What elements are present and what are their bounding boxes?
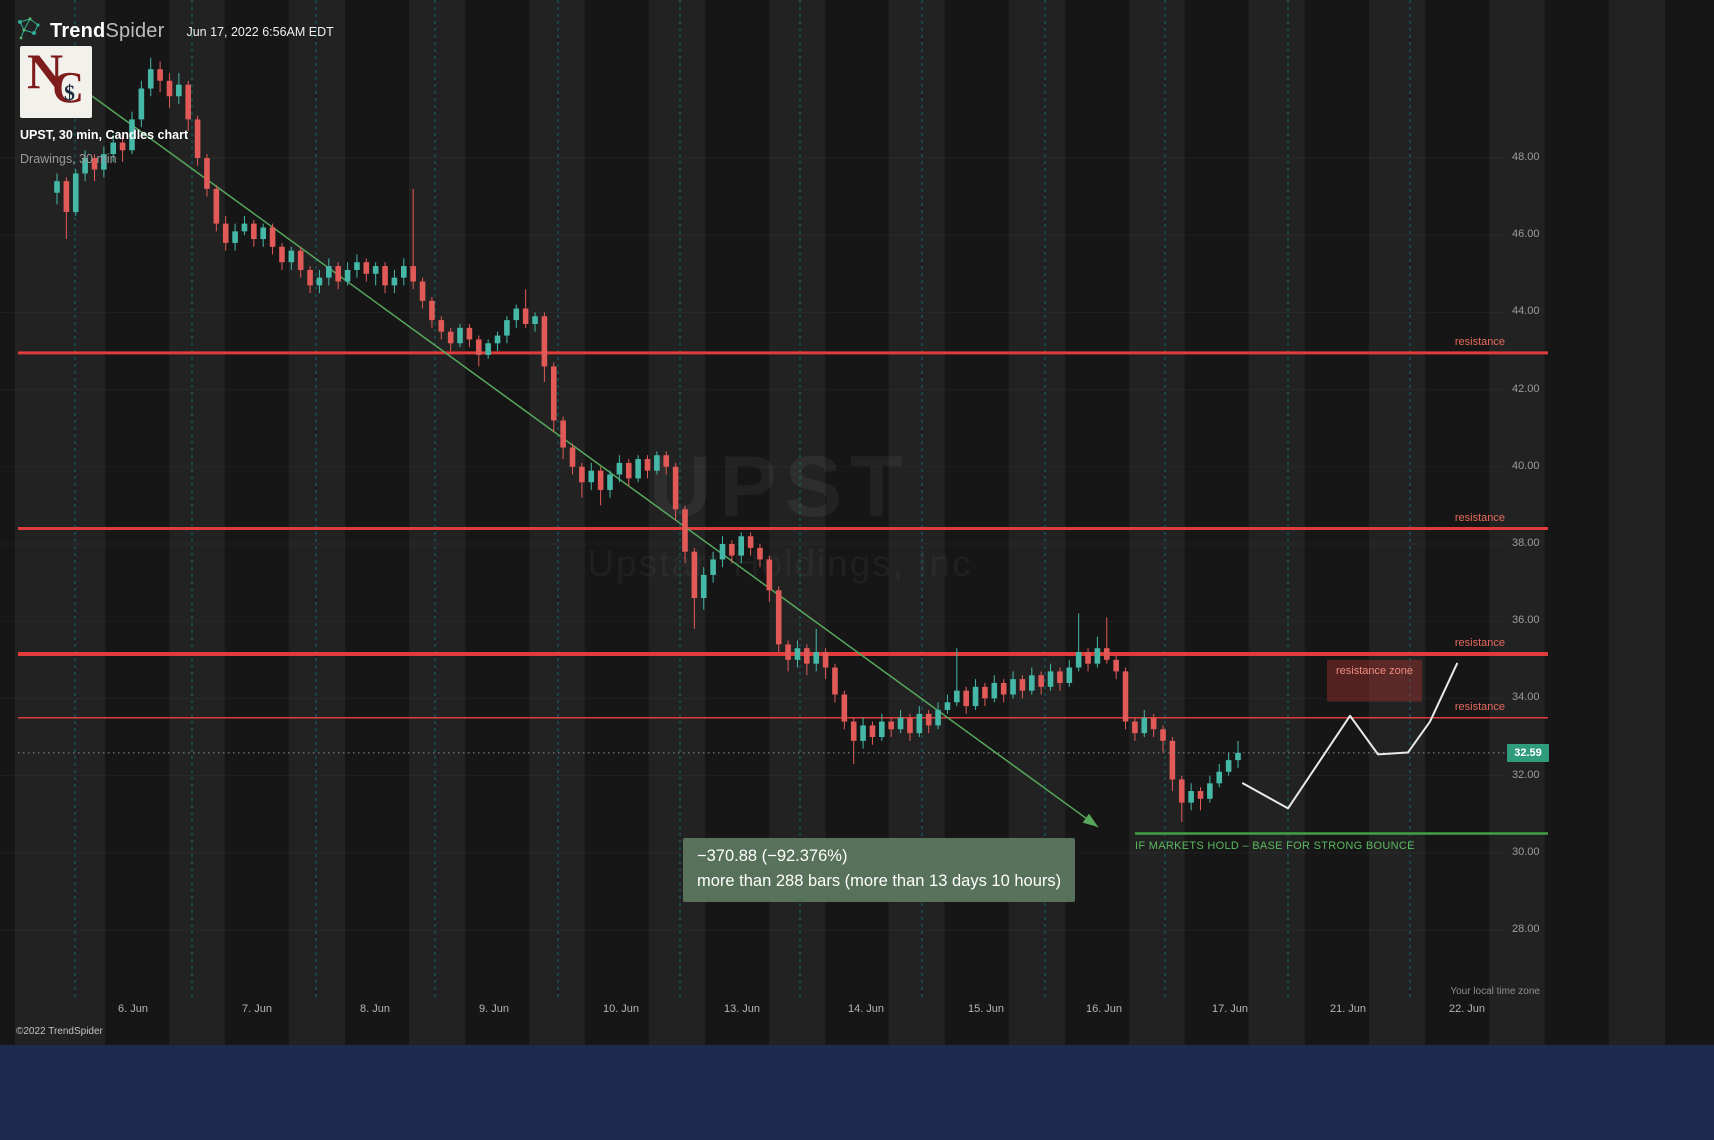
price-axis-label: 44.00	[1512, 305, 1540, 318]
date-axis-label: 15. Jun	[967, 1003, 1005, 1015]
chart-timestamp: Jun 17, 2022 6:56AM EDT	[186, 24, 334, 39]
support-label: IF MARKETS HOLD – BASE FOR STRONG BOUNCE	[1135, 839, 1415, 852]
date-axis-label: 7. Jun	[242, 1003, 272, 1015]
price-axis-label: 42.00	[1512, 382, 1540, 395]
price-axis-label: 40.00	[1512, 459, 1540, 472]
price-axis-label: 28.00	[1512, 923, 1540, 935]
price-chart[interactable]: TrendSpider Jun 17, 2022 6:56AM EDT N C …	[0, 0, 1714, 1045]
date-axis-label: 22. Jun	[1448, 1003, 1486, 1015]
brand-spider: Spider	[105, 20, 165, 42]
date-axis-label: 21. Jun	[1329, 1003, 1367, 1015]
footer-taskbar	[0, 1045, 1714, 1140]
resistance-label: resistance	[1454, 335, 1505, 348]
date-axis-label: 10. Jun	[602, 1003, 640, 1015]
date-axis-label: 8. Jun	[360, 1003, 390, 1015]
symbol-title: UPST, 30 min, Candles chart	[20, 128, 189, 142]
avatar-letter-c: C	[52, 63, 84, 112]
trendspider-logo-icon	[16, 16, 42, 47]
date-axis-label: 9. Jun	[479, 1003, 509, 1015]
trendline-measure-tooltip: −370.88 (−92.376%) more than 288 bars (m…	[683, 838, 1076, 902]
date-axis-label: 6. Jun	[118, 1003, 148, 1015]
price-axis-label: 46.00	[1512, 228, 1540, 241]
date-axis-label: 17. Jun	[1211, 1003, 1249, 1015]
price-axis-label: 34.00	[1512, 691, 1540, 704]
brand-trend: Trend	[50, 20, 106, 42]
copyright-note: ©2022 TrendSpider	[16, 1026, 103, 1037]
avatar-letter-n: N	[27, 46, 64, 99]
resistance-label: resistance	[1454, 637, 1505, 649]
date-axis-label: 14. Jun	[847, 1003, 885, 1015]
date-axis-label: 16. Jun	[1085, 1003, 1123, 1015]
publisher-logo: N C $	[20, 46, 92, 118]
price-axis-label: 36.00	[1512, 614, 1540, 627]
last-price-badge: 32.59	[1507, 743, 1549, 762]
resistance-label: resistance	[1454, 511, 1505, 524]
price-axis-label: 32.00	[1512, 768, 1540, 781]
brand-row: TrendSpider Jun 17, 2022 6:56AM EDT	[16, 16, 334, 47]
price-axis-label: 38.00	[1512, 537, 1540, 549]
avatar-dollar-glyph: $	[64, 80, 75, 105]
brand-wordmark: TrendSpider	[50, 20, 164, 43]
timezone-note[interactable]: Your local time zone	[1450, 986, 1540, 997]
tooltip-change-line: −370.88 (−92.376%)	[697, 847, 848, 865]
tooltip-bars-line: more than 288 bars (more than 13 days 10…	[697, 872, 1062, 890]
price-axis-label: 30.00	[1512, 845, 1540, 858]
date-axis-label: 13. Jun	[723, 1003, 761, 1015]
price-axis-label: 48.00	[1512, 151, 1540, 163]
resistance-label: resistance	[1454, 700, 1505, 713]
resistance-zone-label: resistance zone	[1335, 664, 1414, 677]
drawings-layer-label[interactable]: Drawings, 30 min	[20, 152, 117, 166]
candles-canvas[interactable]	[0, 0, 1714, 1045]
